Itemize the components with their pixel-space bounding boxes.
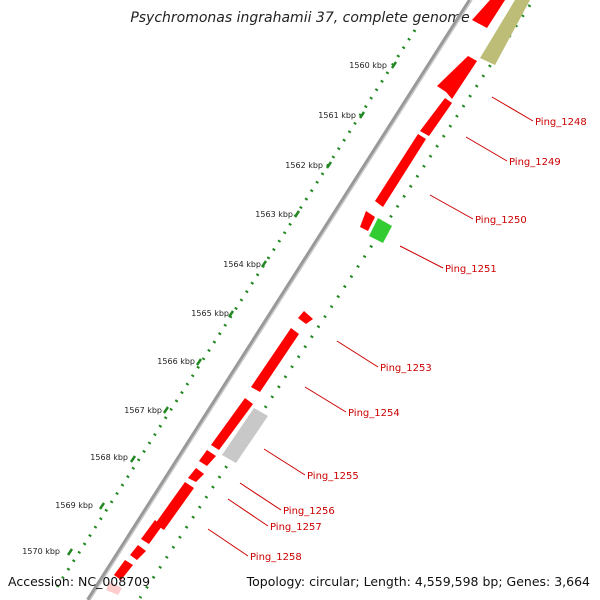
kbp-tick-marks: [66, 61, 398, 556]
gene-feature: [437, 56, 477, 99]
kbp-scale-track: [53, 29, 417, 591]
kbp-tick-label: 1567 kbp: [124, 406, 162, 415]
gene-feature: [130, 545, 146, 560]
gene-feature: [298, 311, 313, 324]
kbp-tick-label: 1560 kbp: [349, 61, 387, 70]
gene-feature: [141, 520, 162, 544]
accession-label: Accession: NC_008709: [8, 574, 151, 589]
kbp-tick-label: 1568 kbp: [90, 453, 128, 462]
kbp-tick-label: 1562 kbp: [285, 161, 323, 170]
gene-label: Ping_1256: [283, 506, 335, 517]
kbp-tick-label: 1561 kbp: [318, 111, 356, 120]
gene-label: Ping_1250: [475, 215, 527, 226]
gene-feature: [420, 98, 452, 136]
gene-feature: [199, 450, 216, 466]
gene-feature: [360, 211, 375, 231]
map-title: Psychromonas ingrahamii 37, complete gen…: [130, 10, 470, 26]
gc-track-inner: [138, 4, 532, 599]
genome-backbone: [86, 0, 472, 600]
kbp-tick-label: 1563 kbp: [255, 210, 293, 219]
gene-label: Ping_1258: [250, 552, 302, 563]
trna-feature: [369, 218, 392, 243]
gene-feature-other: [480, 0, 530, 65]
gene-feature: [211, 398, 253, 450]
gene-feature: [375, 134, 426, 207]
gene-label: Ping_1248: [535, 117, 587, 128]
gene-label: Ping_1249: [509, 157, 561, 168]
kbp-tick-label: 1569 kbp: [55, 501, 93, 510]
kbp-tick-label: 1565 kbp: [191, 309, 229, 318]
kbp-tick-labels: 1560 kbp 1561 kbp 1562 kbp 1563 kbp 1564…: [22, 61, 387, 556]
gene-feature: [251, 328, 299, 392]
gene-leader-lines: [207, 96, 534, 557]
gene-features: [106, 0, 530, 595]
gene-labels: Ping_1248 Ping_1249 Ping_1250 Ping_1251 …: [250, 117, 587, 563]
kbp-tick-label: 1564 kbp: [223, 260, 261, 269]
genome-summary: Topology: circular; Length: 4,559,598 bp…: [246, 574, 590, 589]
gene-feature: [114, 560, 133, 580]
gene-label: Ping_1257: [270, 522, 322, 533]
gene-label: Ping_1255: [307, 471, 359, 482]
gene-label: Ping_1251: [445, 264, 497, 275]
gene-feature: [188, 468, 204, 482]
gene-label: Ping_1253: [380, 363, 432, 374]
kbp-tick-label: 1570 kbp: [22, 547, 60, 556]
gene-feature: [472, 0, 505, 28]
gene-label: Ping_1254: [348, 408, 400, 419]
kbp-tick-label: 1566 kbp: [157, 357, 195, 366]
pseudogene-feature: [222, 408, 268, 463]
gene-feature: [155, 482, 194, 530]
